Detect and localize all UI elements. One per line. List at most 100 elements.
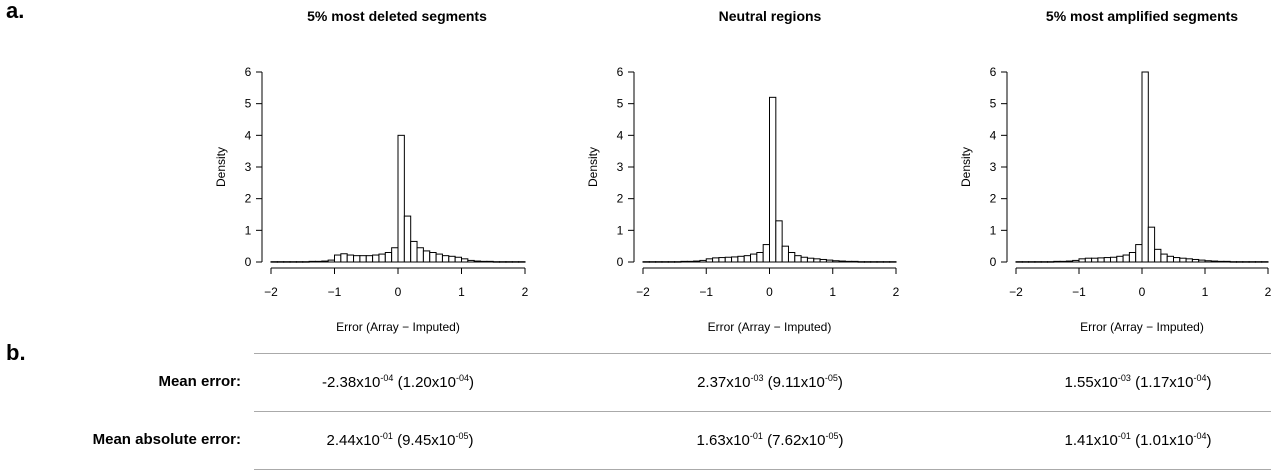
y-tick-label: 5	[245, 97, 252, 111]
histogram-bar	[762, 244, 770, 263]
histogram-bar	[276, 261, 285, 263]
histogram-bar	[1047, 261, 1055, 263]
histogram-bar	[889, 261, 897, 263]
y-tick-label: 2	[617, 192, 624, 206]
histogram-bar	[486, 260, 494, 263]
histogram-bar	[838, 260, 846, 263]
x-axis-label: Error (Array − Imputed)	[708, 320, 832, 334]
x-tick-label: −2	[264, 285, 278, 299]
histogram-bar	[480, 260, 488, 263]
table-cell: 2.37x10-03 (9.11x10-05)	[697, 373, 843, 391]
histogram-bar	[832, 260, 840, 263]
histogram-bar	[712, 257, 720, 263]
histogram-bar	[422, 250, 431, 263]
histogram-bar	[1198, 259, 1206, 263]
x-tick-label: −1	[699, 285, 713, 299]
table-cell: 1.41x10-01 (1.01x10-04)	[1064, 431, 1212, 449]
table-top-rule	[254, 353, 1271, 354]
histogram-bar	[680, 260, 688, 263]
histogram-bar	[769, 96, 777, 263]
histogram-bar	[781, 245, 789, 263]
chart-title: 5% most deleted segments	[307, 8, 487, 24]
table-cell: -2.38x10-04 (1.20x10-04)	[322, 373, 474, 391]
histogram-bar	[1236, 261, 1244, 263]
histogram-bar	[794, 255, 802, 263]
histogram-bar	[775, 220, 783, 263]
histogram-bar	[492, 261, 501, 263]
histogram-bar	[1084, 257, 1093, 263]
histogram-bar	[1091, 257, 1099, 263]
histogram-bar	[655, 261, 663, 263]
histogram-bar	[499, 261, 507, 263]
y-tick-label: 3	[245, 160, 252, 174]
y-tick-label: 3	[990, 160, 997, 174]
histogram-bar	[1040, 261, 1048, 263]
histogram-bar	[844, 260, 853, 263]
histogram-bar	[686, 260, 695, 263]
histogram-bar	[511, 261, 520, 263]
histogram-bar	[1110, 256, 1118, 263]
histogram-bar	[718, 257, 726, 263]
y-tick-label: 0	[990, 255, 997, 269]
panel-a-label: a.	[6, 0, 25, 23]
histogram-bar	[813, 258, 821, 263]
row-label-mean-error: Mean error:	[158, 373, 241, 390]
histogram-bar	[819, 258, 827, 263]
histogram-bar	[289, 261, 297, 263]
histogram-bar	[1128, 252, 1137, 263]
histogram-bar	[800, 256, 808, 263]
table-middle-rule	[254, 411, 1271, 412]
y-tick-label: 4	[617, 128, 624, 142]
histogram-bar	[1261, 261, 1269, 263]
histogram-bar	[1147, 226, 1156, 263]
histogram-bar	[674, 261, 682, 263]
y-tick-label: 4	[990, 128, 997, 142]
x-tick-label: 1	[829, 285, 836, 299]
histogram-bar	[378, 253, 386, 263]
y-tick-label: 0	[617, 255, 624, 269]
histogram-bar	[1015, 261, 1023, 263]
y-tick-label: 0	[245, 255, 252, 269]
histogram-bar	[346, 254, 355, 263]
histogram-bar	[1097, 257, 1105, 263]
histogram-bar	[1141, 71, 1149, 263]
histogram-bar	[876, 261, 884, 263]
histogram-bar	[505, 261, 513, 263]
x-axis-label: Error (Array − Imputed)	[1080, 320, 1204, 334]
histogram-bar	[756, 252, 764, 263]
y-tick-label: 6	[245, 65, 252, 79]
histogram-bar	[661, 261, 669, 263]
histogram-bar	[1028, 261, 1036, 263]
histogram-bar	[699, 259, 707, 263]
histogram-bar	[693, 260, 701, 263]
histogram-bar	[1248, 261, 1256, 263]
histogram-bar	[314, 260, 323, 263]
y-tick-label: 5	[990, 97, 997, 111]
histogram-bar	[295, 261, 304, 263]
histogram-bar	[435, 253, 443, 263]
histogram-bar	[518, 261, 526, 263]
histogram-bar	[1135, 244, 1143, 263]
histogram-bar	[403, 215, 412, 263]
histogram-bar	[1154, 248, 1162, 263]
histogram-bar	[340, 253, 348, 263]
histogram-bar	[1103, 257, 1111, 263]
histogram-bar	[448, 255, 456, 263]
histogram-bar	[321, 260, 329, 263]
histogram-bar	[473, 260, 482, 263]
table-bottom-rule	[254, 469, 1271, 470]
x-tick-label: 0	[1139, 285, 1146, 299]
histogram-bar	[1210, 260, 1219, 263]
histogram-bar	[1223, 260, 1231, 263]
histogram-bar	[454, 256, 462, 263]
y-tick-label: 4	[245, 128, 252, 142]
x-tick-label: 2	[1265, 285, 1272, 299]
histogram-bar	[743, 255, 752, 263]
x-tick-label: 0	[766, 285, 773, 299]
histogram-bar	[1160, 253, 1168, 263]
histogram-bar	[302, 261, 310, 263]
histogram-bar	[705, 258, 714, 263]
histogram-bar	[1254, 261, 1263, 263]
table-cell: 1.55x10-03 (1.17x10-04)	[1064, 373, 1212, 391]
histogram-bar	[724, 256, 733, 263]
